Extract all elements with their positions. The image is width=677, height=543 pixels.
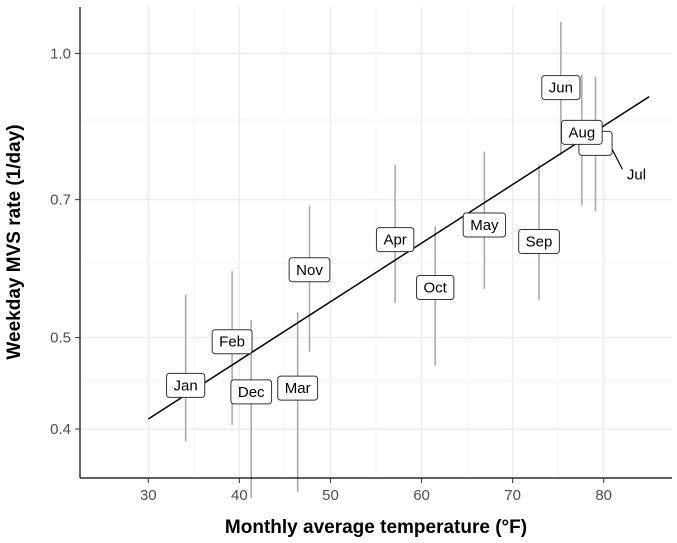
- y-tick-label: 0.7: [50, 192, 71, 209]
- y-tick-label: 0.5: [50, 330, 71, 347]
- label-text: Nov: [296, 262, 323, 279]
- point-label-jun: Jun: [541, 75, 581, 101]
- point-label-feb: Feb: [211, 329, 253, 355]
- label-box: [518, 229, 560, 255]
- point-label-jan: Jan: [166, 372, 206, 398]
- x-axis-ticks: 30 40 50 60 70 80: [140, 478, 612, 504]
- label-text: Jun: [549, 80, 573, 97]
- point-labels: Jan Feb Dec Mar Nov Apr Oct May Sep Jun Jul Aug: [166, 75, 646, 405]
- label-box: [230, 379, 273, 405]
- x-tick-label: 30: [140, 487, 157, 504]
- label-box: [288, 257, 331, 283]
- y-axis-ticks: 0.4 0.5 0.7 1.0: [50, 45, 80, 438]
- label-text: Aug: [568, 124, 595, 141]
- y-tick-label: 0.4: [50, 421, 71, 438]
- x-tick-label: 60: [413, 487, 430, 504]
- x-axis-title: Monthly average temperature (°F): [225, 517, 527, 538]
- label-text: Dec: [238, 384, 265, 401]
- label-text: Oct: [424, 280, 448, 297]
- y-axis-title: Weekday MVS rate (1/day): [4, 124, 25, 359]
- point-label-mar: Mar: [277, 375, 319, 401]
- label-box: [541, 75, 581, 101]
- point-label-aug: Aug: [560, 119, 603, 145]
- point-label-nov: Nov: [288, 257, 331, 283]
- x-tick-label: 40: [231, 487, 248, 504]
- label-text: May: [470, 217, 499, 234]
- x-tick-label: 50: [322, 487, 339, 504]
- label-box: [462, 212, 507, 238]
- label-box: [416, 275, 455, 301]
- label-box: [375, 227, 415, 253]
- label-box: [560, 119, 603, 145]
- point-label-oct: Oct: [416, 275, 455, 301]
- label-box: [277, 375, 319, 401]
- point-label-may: May: [462, 212, 507, 238]
- label-text: Apr: [383, 232, 406, 249]
- label-text: Sep: [526, 234, 553, 251]
- point-label-dec: Dec: [230, 379, 273, 405]
- label-box: [166, 372, 206, 398]
- label-text: Jan: [174, 377, 198, 394]
- y-gridlines: [80, 52, 672, 430]
- point-label-apr: Apr: [375, 227, 415, 253]
- trend-line: [147, 96, 650, 420]
- point-label-sep: Sep: [518, 229, 560, 255]
- label-text: Feb: [219, 334, 245, 351]
- label-text: Mar: [285, 380, 311, 397]
- label-box: [211, 329, 253, 355]
- x-tick-label: 80: [595, 487, 612, 504]
- label-text: Jul: [627, 166, 646, 183]
- x-tick-label: 70: [504, 487, 521, 504]
- y-tick-label: 1.0: [50, 45, 71, 62]
